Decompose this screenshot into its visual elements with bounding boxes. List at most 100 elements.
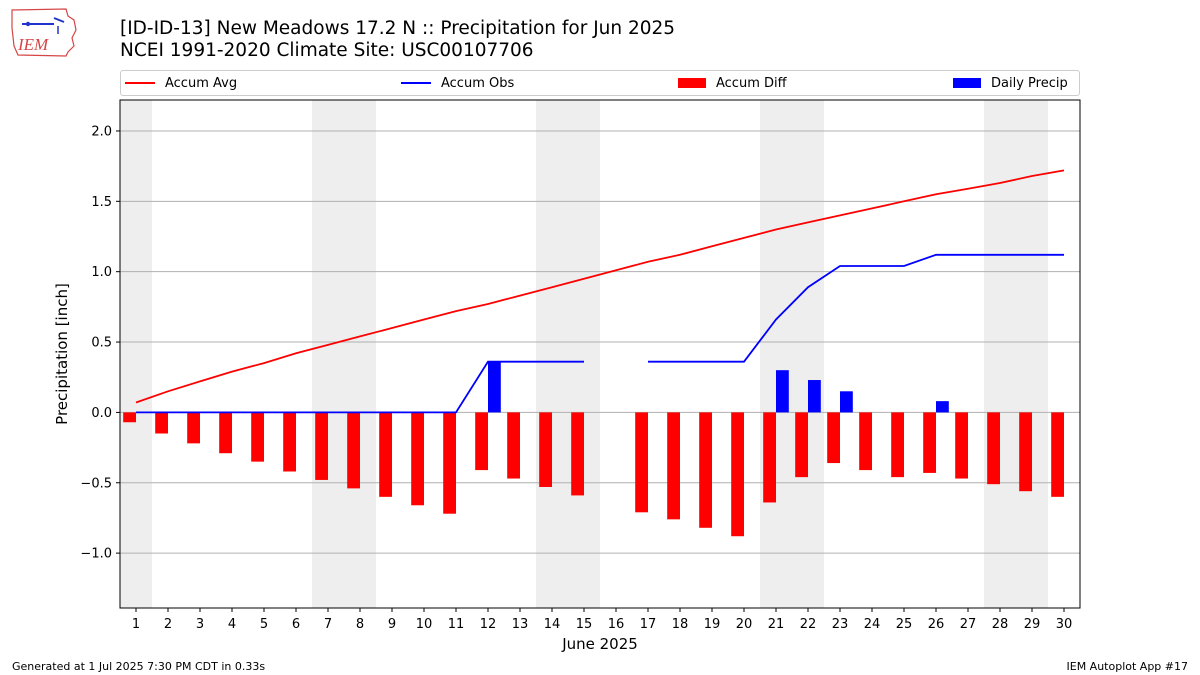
y-tick-label: 1.0 <box>91 265 112 280</box>
bar-accum-diff <box>347 412 360 489</box>
weekend-shade <box>984 100 1016 608</box>
plot-frame <box>119 99 1081 609</box>
bar-daily-precip <box>488 361 501 413</box>
bar-accum-diff <box>635 412 648 513</box>
bar-accum-diff <box>1051 412 1064 497</box>
bar-accum-diff <box>507 412 520 479</box>
bar-accum-diff <box>955 412 968 479</box>
weekend-shade <box>120 100 152 608</box>
bar-accum-diff <box>571 412 584 496</box>
bar-accum-diff <box>283 412 296 472</box>
y-tick-label: −1.0 <box>80 547 112 562</box>
svg-text:IEM: IEM <box>17 35 49 54</box>
legend-swatch-accum-obs <box>401 82 431 84</box>
bar-accum-diff <box>187 412 200 444</box>
weekend-shade <box>344 100 376 608</box>
y-tick-label: 0.0 <box>91 406 112 421</box>
line-accum-avg <box>135 169 1065 404</box>
chart-title: [ID-ID-13] New Meadows 17.2 N :: Precipi… <box>120 18 676 39</box>
legend-item-accum-diff: Accum Diff <box>678 71 787 95</box>
x-tick-label: 20 <box>736 617 753 632</box>
x-tick-label: 27 <box>960 617 977 632</box>
legend-label-accum-obs: Accum Obs <box>441 75 515 91</box>
x-tick-label: 14 <box>544 617 561 632</box>
x-tick-label: 28 <box>992 617 1009 632</box>
x-tick-label: 11 <box>448 617 465 632</box>
bar-accum-diff <box>379 412 392 497</box>
y-tick-label: 2.0 <box>91 124 112 139</box>
x-tick-label: 3 <box>196 617 204 632</box>
weekend-shade <box>1016 100 1048 608</box>
bar-accum-diff <box>123 412 136 423</box>
x-tick-label: 18 <box>672 617 689 632</box>
bar-accum-diff <box>1019 412 1032 492</box>
legend-swatch-accum-diff <box>678 78 706 88</box>
legend-label-daily-precip: Daily Precip <box>991 75 1068 91</box>
bar-daily-precip <box>808 380 821 413</box>
legend: Accum Avg Accum Obs Accum Diff Daily Pre… <box>120 70 1080 96</box>
x-tick-label: 4 <box>228 617 236 632</box>
bar-accum-diff <box>699 412 712 528</box>
y-axis-label: Precipitation [inch] <box>53 283 71 425</box>
legend-label-accum-diff: Accum Diff <box>716 75 787 91</box>
legend-item-accum-obs: Accum Obs <box>401 71 514 95</box>
x-tick-label: 1 <box>132 617 140 632</box>
footer-app: IEM Autoplot App #17 <box>1066 660 1189 673</box>
footer-generated: Generated at 1 Jul 2025 7:30 PM CDT in 0… <box>12 660 266 673</box>
bar-accum-diff <box>891 412 904 478</box>
x-tick-label: 25 <box>896 617 913 632</box>
x-tick-label: 12 <box>480 617 497 632</box>
bar-daily-precip <box>936 401 949 413</box>
x-tick-label: 26 <box>928 617 945 632</box>
bar-accum-diff <box>923 412 936 473</box>
line-accum-obs <box>136 253 1064 414</box>
x-tick-label: 15 <box>576 617 593 632</box>
legend-item-daily-precip: Daily Precip <box>953 71 1068 95</box>
bar-accum-diff <box>795 412 808 478</box>
legend-swatch-accum-avg <box>125 82 155 84</box>
x-tick-label: 2 <box>164 617 172 632</box>
bar-accum-diff <box>539 412 552 487</box>
x-tick-label: 5 <box>260 617 268 632</box>
x-tick-label: 22 <box>800 617 817 632</box>
bar-accum-diff <box>315 412 328 480</box>
bar-accum-diff <box>411 412 424 506</box>
bar-daily-precip <box>840 391 853 413</box>
weekend-shade <box>568 100 600 608</box>
x-tick-label: 8 <box>356 617 364 632</box>
bar-accum-diff <box>475 412 488 471</box>
weekend-shade <box>312 100 344 608</box>
x-axis-label: June 2025 <box>561 635 638 653</box>
legend-swatch-daily-precip <box>953 78 981 88</box>
bar-accum-diff <box>667 412 680 520</box>
legend-label-accum-avg: Accum Avg <box>165 75 238 91</box>
bar-accum-diff <box>155 412 168 434</box>
x-tick-label: 19 <box>704 617 721 632</box>
y-tick-label: 1.5 <box>91 195 112 210</box>
x-tick-label: 24 <box>864 617 881 632</box>
chart-subtitle: NCEI 1991-2020 Climate Site: USC00107706 <box>120 40 534 61</box>
weekend-shade <box>792 100 824 608</box>
bar-accum-diff <box>731 412 744 537</box>
x-tick-label: 9 <box>388 617 396 632</box>
x-tick-label: 13 <box>512 617 529 632</box>
x-tick-label: 21 <box>768 617 785 632</box>
bar-accum-diff <box>987 412 1000 485</box>
legend-item-accum-avg: Accum Avg <box>125 71 237 95</box>
y-tick-label: 0.5 <box>91 336 112 351</box>
bar-accum-diff <box>251 412 264 462</box>
weekend-shade <box>760 100 792 608</box>
bar-daily-precip <box>776 370 789 413</box>
x-tick-label: 23 <box>832 617 849 632</box>
x-tick-label: 6 <box>292 617 300 632</box>
x-tick-label: 17 <box>640 617 657 632</box>
bar-accum-diff <box>763 412 776 503</box>
x-tick-label: 10 <box>416 617 433 632</box>
x-tick-label: 7 <box>324 617 332 632</box>
weekend-shade <box>536 100 568 608</box>
bar-accum-diff <box>219 412 232 454</box>
iem-logo: IEM <box>11 8 77 57</box>
bar-accum-diff <box>827 412 840 464</box>
x-tick-label: 16 <box>608 617 625 632</box>
